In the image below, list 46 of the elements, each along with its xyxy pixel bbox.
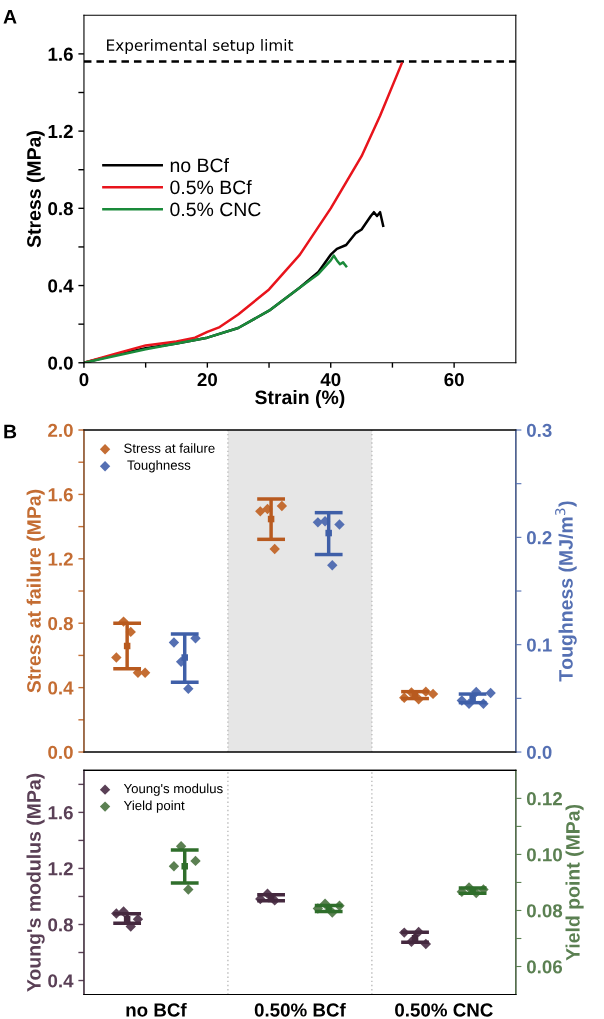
y-tick-label: 0.8 [48,202,73,216]
x-tick-label: 0.50% BCf [254,1002,346,1017]
y-tick-label: 1.2 [48,552,73,566]
y2-tick-label: 0.2 [526,531,552,545]
y-tick-label: 0.0 [48,356,73,370]
x-tick-label: 60 [444,372,464,387]
y2-axis-title: Toughness (MJ/m$^{3}$) [555,501,577,682]
y-tick-label: 0.4 [48,681,74,695]
legend-label: Stress at failure [124,443,215,453]
legend-label: Toughness [127,460,191,473]
text: B [4,424,17,439]
y-tick-label: 0.4 [48,279,74,293]
x-tick-label: 20 [197,372,217,387]
x-tick-label: 0 [79,372,89,387]
y2-tick-label: 0.3 [526,423,552,438]
legend-label: Yield point [123,800,185,813]
legend-label: Young's modulus [123,783,223,796]
legend-label: 0.5% CNC [170,202,261,217]
text: A [3,10,17,24]
x-tick-label: 40 [320,372,341,387]
y2-tick-label: 0.10 [526,848,562,862]
y-tick-label: 0.4 [48,974,74,988]
y-tick-label: 1.2 [48,124,73,138]
y-tick-label: 0.8 [48,918,73,932]
y-tick-label: 0.8 [48,616,73,631]
x-tick-label: no BCf [126,1002,187,1017]
y-tick-label: 1.6 [48,47,73,61]
y2-axis-title: Yield point (MPa) [565,804,584,961]
y2-tick-label: 0.06 [526,960,563,974]
legend-label: no BCf [170,157,229,173]
y-axis-title: Young's modulus (MPa) [26,773,45,992]
x-axis-title: Strain (%) [255,389,345,409]
y2-tick-label: 0.12 [526,792,562,806]
y-tick-label: 1.6 [48,488,73,502]
y2-tick-label: 0.1 [526,638,552,652]
x-tick-label: 0.50% CNC [395,1003,493,1017]
ref-line-label: Experimental setup limit [107,39,294,54]
y2-tick-label: 0.0 [526,745,552,759]
legend-label: 0.5% BCf [170,179,252,195]
y-axis-title: Stress (MPa) [26,131,45,248]
y-tick-label: 0.0 [48,745,73,759]
y2-tick-label: 0.08 [526,904,563,918]
y-tick-label: 1.6 [48,806,73,820]
y-axis-title: Stress at failure (MPa) [26,489,45,693]
y-tick-label: 1.2 [48,862,73,876]
y-tick-label: 2.0 [48,423,73,437]
